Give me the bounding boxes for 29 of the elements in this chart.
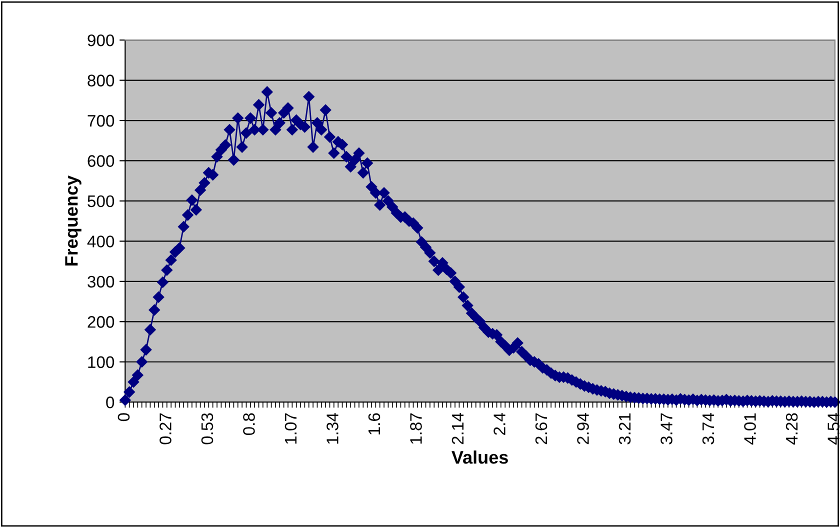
y-tick-label: 700 [88,114,114,127]
x-tick-label: 1.34 [326,413,338,444]
x-tick-label: 0.8 [243,413,255,436]
x-tick-label: 3.21 [618,413,631,444]
x-tick-label: 2.94 [577,413,589,444]
y-axis-title: Frequency [65,176,82,266]
y-tick-label: 800 [88,74,114,86]
y-tick-label: 200 [88,316,114,328]
y-tick-label: 100 [88,356,114,368]
x-tick-label: 1.07 [284,413,297,444]
x-tick-label: 1.6 [368,413,380,434]
y-tick-label: 300 [88,276,114,288]
x-tick-label: 2.14 [452,413,464,444]
x-tick-label: 4.01 [744,413,756,445]
x-tick-label: 0.27 [160,413,172,444]
x-tick-label: 2.67 [535,413,548,444]
x-axis-title: Values [452,450,508,464]
x-tick-label: 0.53 [201,413,214,444]
y-tick-label: 900 [88,34,114,46]
x-tick-label: 4.28 [786,413,798,445]
x-tick-label: 3.74 [702,413,714,444]
x-tick-label: 2.4 [494,413,506,435]
x-tick-label: 0 [118,413,130,422]
y-tick-label: 400 [87,236,114,248]
y-tick-label: 0 [106,396,114,408]
y-tick-label: 600 [88,155,114,167]
y-tick-label: 500 [88,195,114,208]
x-tick-label: 1.87 [410,413,422,444]
x-tick-label: 3.47 [660,413,672,444]
